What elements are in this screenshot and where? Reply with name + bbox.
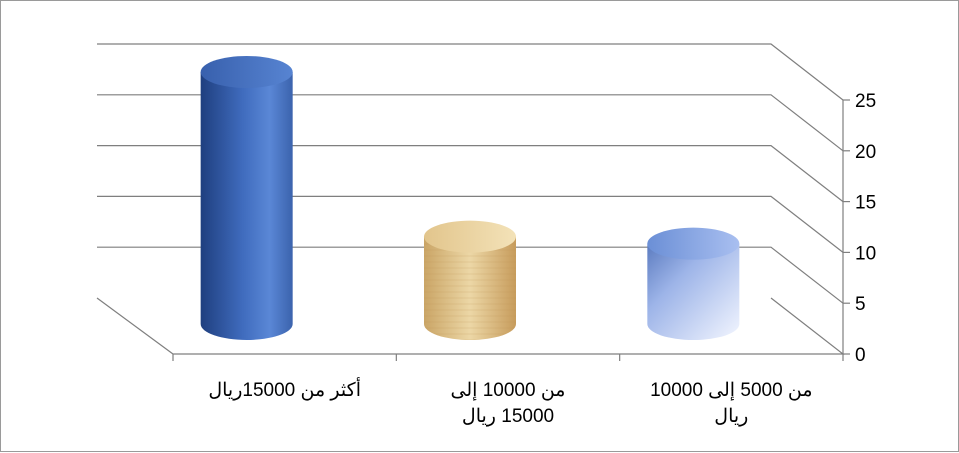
y-tick-label: 25 (855, 91, 876, 112)
bar-top (647, 227, 740, 260)
x-tick-label: من 5000 إلى 10000 ريال (650, 380, 813, 427)
bar-top (424, 220, 516, 253)
grid-line (97, 195, 844, 253)
x-tick-label: من 10000 إلى 15000 ريال (451, 380, 566, 427)
bar-body (647, 243, 740, 340)
bar-cylinder (647, 227, 740, 340)
grid-line (97, 94, 844, 152)
grid-line (97, 43, 844, 101)
bar-cylinder (200, 56, 293, 340)
grid-layer (96, 43, 845, 355)
y-tick-label: 20 (855, 142, 876, 163)
floor-outline (96, 297, 845, 355)
x-axis: من 5000 إلى 10000 ريال من 10000 إلى 15000 ر… (208, 376, 812, 427)
bar-texture (424, 236, 516, 340)
y-axis: 0 5 10 15 20 25 (172, 91, 876, 366)
y-tick-label: 10 (855, 243, 876, 264)
x-tick-label: أكثر من 15000ريال (208, 376, 361, 401)
grid-line (97, 246, 844, 304)
y-tick-label: 0 (855, 345, 866, 366)
grid-line (97, 145, 844, 203)
bar-layer (200, 56, 740, 340)
bar-top (200, 56, 293, 88)
bar-cylinder (424, 220, 516, 340)
bar-body (200, 72, 293, 340)
y-tick-label: 15 (855, 193, 876, 214)
y-tick-label: 5 (855, 294, 866, 315)
